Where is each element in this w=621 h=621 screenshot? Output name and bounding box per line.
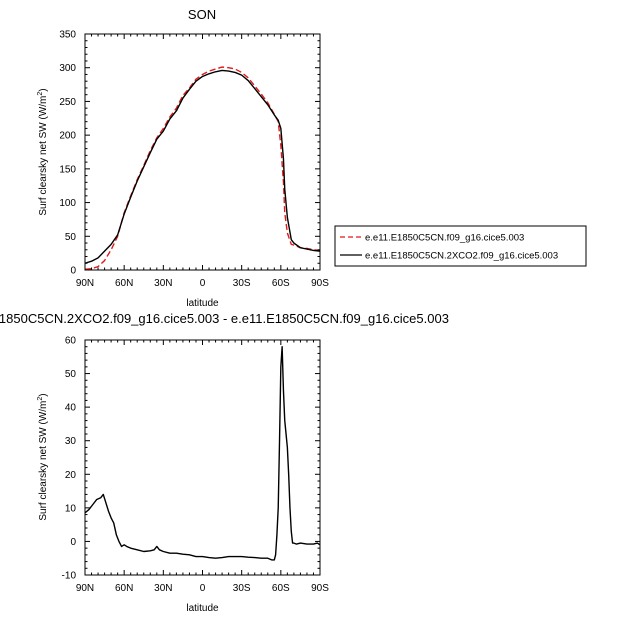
top-y-tick-label: 0	[70, 266, 76, 277]
bottom-y-tick-label: 40	[65, 403, 77, 414]
bottom-x-tick-label: 60S	[272, 583, 290, 594]
top-series-group	[84, 66, 321, 271]
bottom-x-tick-label: 90N	[76, 583, 94, 594]
bottom-panel: e.e11.E1850C5CN.2XCO2.f09_g16.cice5.003 …	[0, 311, 449, 614]
bottom-y-tick-label: 50	[65, 369, 77, 380]
bottom-x-axis-label: latitude	[186, 603, 219, 614]
top-y-axis-label: Surf clearsky net SW (W/m2)	[37, 88, 49, 215]
top-series-line-1	[84, 69, 321, 264]
bottom-y-tick-label: -10	[62, 571, 77, 582]
legend-label-control: e.e11.E1850C5CN.f09_g16.cice5.003	[365, 233, 524, 244]
top-y-tick-label: 250	[59, 97, 76, 108]
top-y-tick-label: 100	[59, 198, 76, 209]
bottom-title: e.e11.E1850C5CN.2XCO2.f09_g16.cice5.003 …	[0, 311, 449, 326]
top-x-tick-label: 90S	[311, 278, 329, 289]
legend-box	[334, 225, 587, 267]
top-axis-ticks: 90N 60N 30N 0 30S 60S 90S 0 50 100 150 200 250 300 350	[59, 30, 329, 290]
top-title: SON	[188, 7, 216, 22]
legend-label-2xco2: e.e11.E1850C5CN.2XCO2.f09_g16.cice5.003	[365, 251, 558, 262]
top-x-tick-label: 30S	[233, 278, 251, 289]
top-y-tick-label: 200	[59, 131, 76, 142]
top-x-axis-label: latitude	[186, 298, 219, 309]
top-y-tick-label: 50	[65, 232, 77, 243]
top-y-tick-label: 350	[59, 30, 76, 41]
top-panel: SON 90N 60N 30N 0 30S 60S 90S 0 50 100 150 200 250 30…	[37, 7, 587, 309]
top-x-tick-label: 30N	[154, 278, 172, 289]
top-x-tick-label: 60S	[272, 278, 290, 289]
legend: e.e11.E1850C5CN.f09_g16.cice5.003 e.e11.…	[334, 225, 587, 267]
bottom-y-tick-label: 60	[65, 336, 77, 347]
bottom-x-tick-label: 30S	[233, 583, 251, 594]
bottom-x-tick-label: 0	[200, 583, 206, 594]
top-y-tick-label: 300	[59, 63, 76, 74]
bottom-y-tick-label: 20	[65, 470, 77, 481]
bottom-y-tick-label: 30	[65, 436, 77, 447]
bottom-y-axis-label: Surf clearsky net SW (W/m2)	[37, 393, 49, 520]
top-y-tick-label: 150	[59, 164, 76, 175]
bottom-y-tick-label: 10	[65, 503, 77, 514]
bottom-axis-ticks: 90N 60N 30N 0 30S 60S 90S -10 0 10 20 30 40 50 60	[62, 336, 330, 595]
top-x-tick-label: 0	[200, 278, 206, 289]
bottom-x-tick-label: 30N	[154, 583, 172, 594]
top-plot-frame	[84, 33, 321, 271]
bottom-plot-frame	[84, 339, 321, 576]
bottom-series-line-0	[84, 346, 321, 561]
bottom-x-tick-label: 60N	[115, 583, 133, 594]
top-x-tick-label: 60N	[115, 278, 133, 289]
top-x-tick-label: 90N	[76, 278, 94, 289]
bottom-x-tick-label: 90S	[311, 583, 329, 594]
top-series-line-0	[84, 66, 321, 271]
bottom-series-group	[84, 346, 321, 561]
bottom-y-tick-label: 0	[70, 537, 76, 548]
